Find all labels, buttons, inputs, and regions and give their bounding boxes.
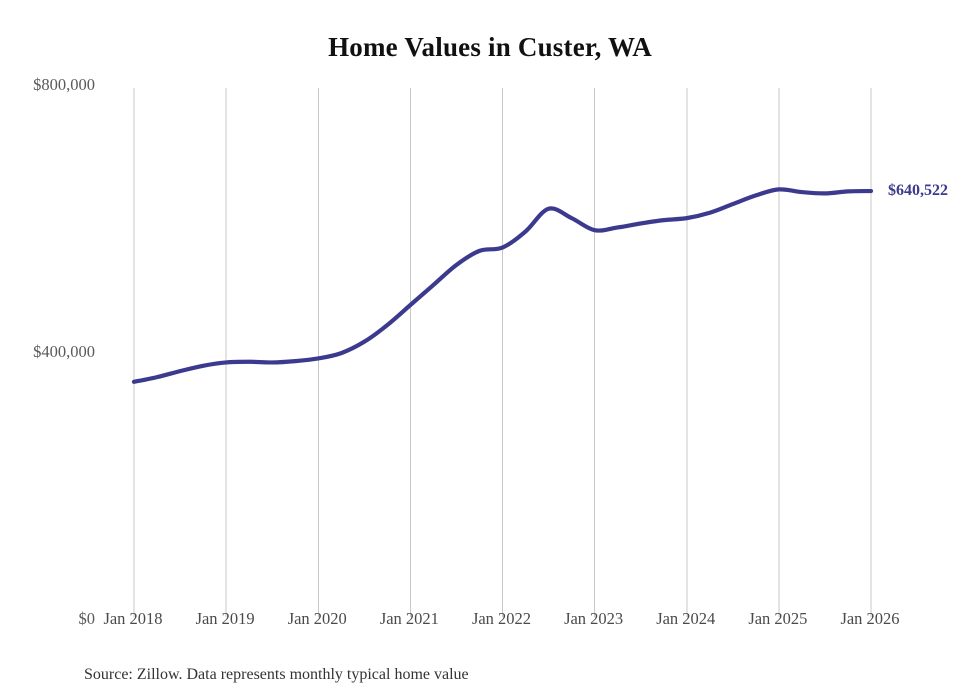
x-axis-tick-label: Jan 2023 [564,609,624,628]
x-axis-tick-label: Jan 2021 [379,609,439,628]
x-axis-tick-label: Jan 2024 [656,609,716,628]
x-axis-tick-label: Jan 2019 [195,609,255,628]
value-line [131,187,874,384]
x-axis-tick-label: Jan 2022 [471,609,532,628]
x-axis-tick-label: Jan 2026 [840,609,900,628]
y-axis-tick-label: $400,000 [33,341,95,361]
x-axis-tick-label: Jan 2018 [103,609,163,628]
x-axis-tick-label: Jan 2020 [287,609,347,628]
page-title: Home Values in Custer, WA [328,32,652,62]
end-value-label: $640,522 [888,182,948,200]
gridlines [133,88,872,617]
y-axis-tick-label: $0 [78,609,96,628]
x-axis-tick-label: Jan 2025 [748,609,808,628]
y-axis-tick-label: $800,000 [33,74,95,94]
source-note: Source: Zillow. Data represents monthly … [84,666,469,683]
